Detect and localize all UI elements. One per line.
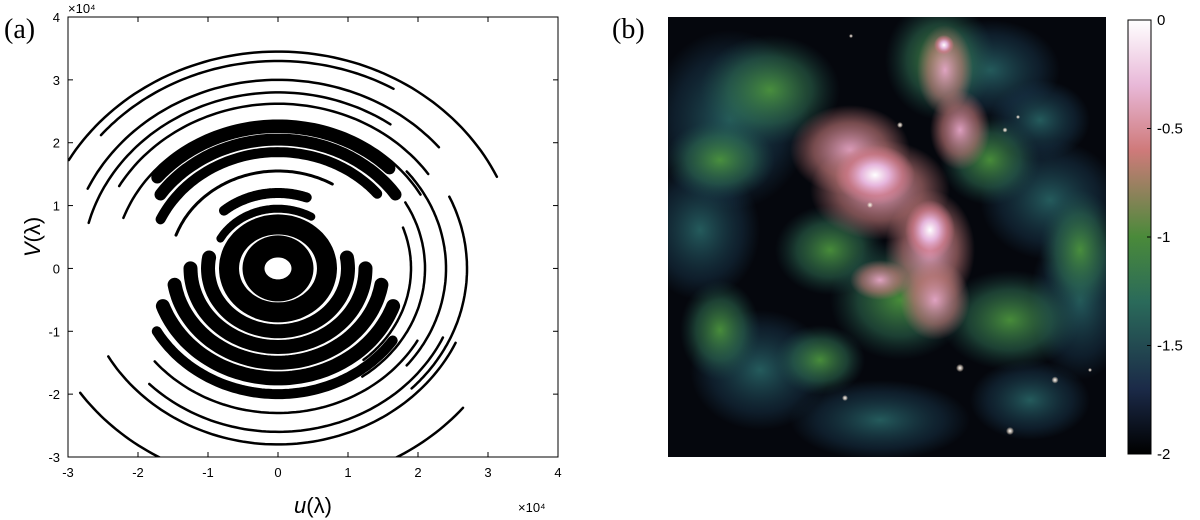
uv-track — [410, 195, 469, 390]
uv-track — [167, 277, 389, 370]
uv-track — [219, 188, 312, 216]
y-tick-label: -2 — [48, 387, 60, 402]
colorbar-tick-label: -1.5 — [1157, 338, 1183, 355]
y-tick-label: 3 — [53, 73, 60, 88]
uv-track — [151, 121, 396, 184]
uv-track — [155, 147, 383, 225]
uv-track — [361, 201, 427, 378]
uv-track — [151, 326, 398, 400]
y-axis-ticks: -3 -2 -1 0 1 2 3 4 — [48, 10, 558, 465]
y-label-var: V — [20, 240, 45, 257]
uv-track — [183, 261, 373, 355]
y-axis-label: V(λ) — [20, 217, 45, 257]
uv-track — [154, 133, 402, 201]
x-tick-label: 2 — [414, 465, 421, 480]
y-tick-label: -1 — [48, 324, 60, 339]
x-exponent: ×10⁴ — [518, 500, 546, 515]
heatmap-image — [668, 17, 1106, 457]
uv-track — [86, 78, 441, 190]
uv-track — [242, 235, 314, 302]
x-tick-label: -2 — [132, 465, 144, 480]
y-tick-label: -3 — [48, 450, 60, 465]
uv-track — [216, 204, 316, 243]
uv-track — [362, 226, 413, 362]
colorbar-ticks: 0 -0.5 -1 -1.5 -2 — [1147, 12, 1183, 463]
svg-text:V(λ): V(λ) — [20, 217, 45, 257]
x-axis-label: u(λ) — [294, 493, 332, 518]
y-tick-label: 4 — [53, 10, 60, 25]
colorbar-tick-label: 0 — [1157, 12, 1165, 29]
x-label-var: u — [294, 493, 306, 518]
uv-track — [148, 336, 445, 434]
uv-track — [117, 102, 430, 188]
uv-track — [122, 119, 422, 220]
x-tick-label: 3 — [484, 465, 491, 480]
x-tick-label: 0 — [274, 465, 281, 480]
colorbar-tick-label: -1 — [1157, 229, 1170, 246]
x-label-unit: (λ) — [306, 493, 332, 518]
uv-track — [68, 50, 499, 179]
panel-label-a: (a) — [4, 14, 36, 45]
svg-text:u(λ): u(λ) — [294, 493, 332, 518]
x-tick-label: 1 — [344, 465, 351, 480]
x-axis-ticks: -3 -2 -1 0 1 2 3 4 — [62, 17, 562, 480]
y-exponent: ×10⁴ — [68, 1, 96, 16]
x-tick-label: -1 — [202, 465, 214, 480]
colorbar-tick-label: -2 — [1157, 446, 1170, 463]
uv-track — [155, 299, 401, 386]
y-tick-label: 2 — [53, 136, 60, 151]
uv-track — [405, 170, 448, 367]
uv-track — [218, 214, 337, 323]
panel-label-b: (b) — [612, 14, 645, 45]
uv-track — [174, 169, 334, 237]
colorbar-tick-label: -0.5 — [1157, 121, 1183, 138]
y-tick-label: 1 — [53, 199, 60, 214]
y-tick-label: 0 — [53, 261, 60, 276]
uv-track — [87, 91, 392, 225]
uv-track — [153, 339, 419, 415]
uv-track — [200, 250, 356, 339]
uv-track — [78, 391, 465, 457]
x-tick-label: 4 — [554, 465, 561, 480]
uv-track — [107, 341, 457, 446]
uv-tracks — [68, 50, 499, 457]
y-label-unit: (λ) — [20, 217, 45, 243]
uv-track — [99, 59, 395, 137]
x-tick-label: -3 — [62, 465, 74, 480]
